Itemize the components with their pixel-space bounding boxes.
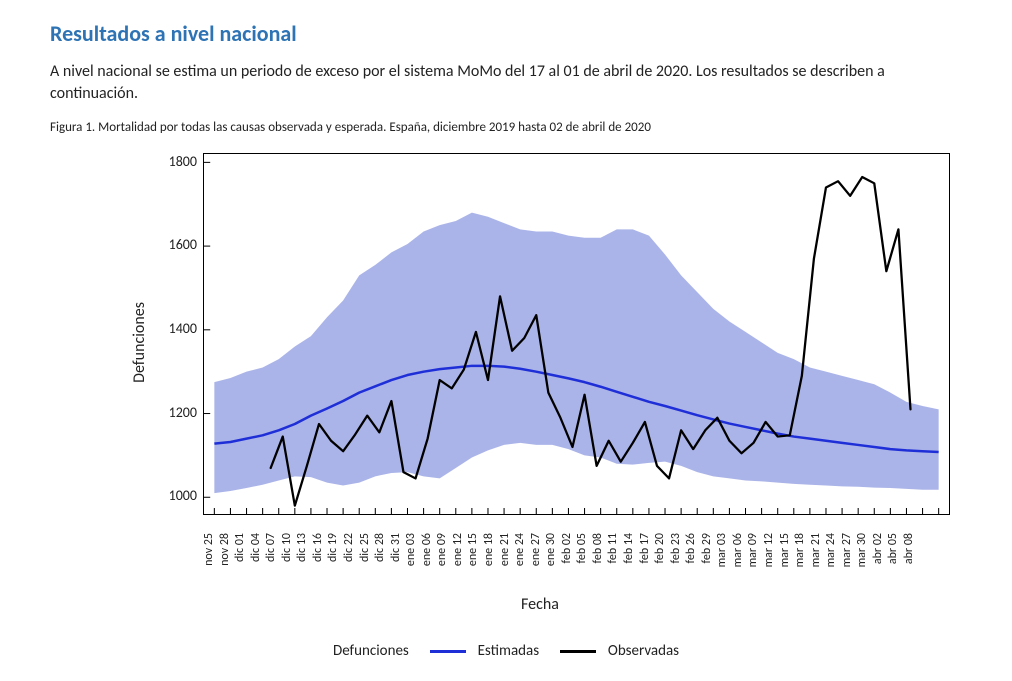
y-tick-label: 1800 — [169, 153, 197, 170]
x-tick-label: feb 02 — [560, 533, 574, 564]
x-tick-label: dic 13 — [295, 533, 309, 562]
x-tick-label: feb 23 — [669, 533, 683, 564]
x-tick-label: nov 25 — [202, 533, 216, 566]
x-tick-label: feb 26 — [684, 533, 698, 564]
x-tick-label: feb 11 — [606, 533, 620, 564]
legend-title: Defunciones — [333, 642, 409, 660]
x-tick-label: mar 27 — [840, 533, 854, 567]
x-tick-label: mar 21 — [809, 533, 823, 567]
x-tick-label: mar 12 — [762, 533, 776, 567]
y-axis-ticks: 1800 1600 1400 1200 1000 — [153, 153, 203, 531]
legend-swatch-observadas — [560, 650, 596, 653]
x-tick-label: feb 05 — [575, 533, 589, 564]
x-tick-label: ene 06 — [420, 533, 434, 566]
x-tick-label: mar 03 — [715, 533, 729, 567]
x-tick-label: dic 19 — [326, 533, 340, 562]
confidence-band — [214, 213, 938, 493]
x-tick-label: ene 15 — [466, 533, 480, 566]
figure-caption: Figura 1. Mortalidad por todas las causa… — [50, 120, 962, 135]
x-tick-label: feb 17 — [638, 533, 652, 564]
x-tick-label: feb 08 — [591, 533, 605, 564]
x-tick-label: dic 22 — [342, 533, 356, 562]
x-tick-label: ene 03 — [404, 533, 418, 566]
x-tick-label: mar 24 — [824, 533, 838, 567]
x-tick-label: dic 25 — [358, 533, 372, 562]
x-tick-label: ene 27 — [529, 533, 543, 566]
x-tick-label: ene 24 — [513, 533, 527, 566]
x-tick-label: feb 20 — [653, 533, 667, 564]
y-tick-label: 1200 — [169, 404, 197, 421]
plot-svg — [204, 154, 949, 514]
x-tick-label: dic 16 — [311, 533, 325, 562]
section-title: Resultados a nivel nacional — [50, 20, 962, 47]
x-axis-label: Fecha — [130, 595, 950, 614]
x-tick-label: mar 15 — [778, 533, 792, 567]
x-tick-label: ene 30 — [544, 533, 558, 566]
y-tick-label: 1000 — [169, 487, 197, 504]
x-tick-label: abr 02 — [871, 533, 885, 564]
x-tick-label: feb 29 — [700, 533, 714, 564]
x-tick-label: mar 30 — [855, 533, 869, 567]
x-tick-label: mar 18 — [793, 533, 807, 567]
x-tick-label: dic 28 — [373, 533, 387, 562]
y-tick-label: 1600 — [169, 236, 197, 253]
chart-container: Defunciones 1800 1600 1400 1200 1000 nov 25n… — [130, 153, 950, 614]
x-tick-label: dic 07 — [264, 533, 278, 562]
legend-label-observadas: Observadas — [608, 642, 679, 660]
x-tick-label: ene 21 — [498, 533, 512, 566]
x-tick-label: ene 09 — [435, 533, 449, 566]
x-tick-label: dic 04 — [249, 533, 263, 562]
x-tick-label: nov 28 — [218, 533, 232, 566]
intro-paragraph: A nivel nacional se estima un periodo de… — [50, 61, 950, 104]
y-axis-label: Defunciones — [130, 302, 149, 383]
x-tick-label: dic 31 — [389, 533, 403, 562]
plot-area — [203, 153, 950, 515]
x-axis-ticks: nov 25nov 28dic 01dic 04dic 07dic 10dic … — [198, 533, 950, 589]
x-tick-label: mar 09 — [746, 533, 760, 567]
x-tick-label: dic 01 — [233, 533, 247, 562]
x-tick-label: mar 06 — [731, 533, 745, 567]
legend-swatch-estimadas — [430, 650, 466, 653]
x-tick-label: dic 10 — [280, 533, 294, 562]
x-tick-label: ene 12 — [451, 533, 465, 566]
x-tick-label: abr 08 — [902, 533, 916, 564]
y-tick-label: 1400 — [169, 320, 197, 337]
legend-label-estimadas: Estimadas — [478, 642, 539, 660]
chart-legend: Defunciones Estimadas Observadas — [50, 642, 962, 660]
x-tick-label: feb 14 — [622, 533, 636, 564]
x-tick-label: ene 18 — [482, 533, 496, 566]
x-tick-label: abr 05 — [886, 533, 900, 564]
